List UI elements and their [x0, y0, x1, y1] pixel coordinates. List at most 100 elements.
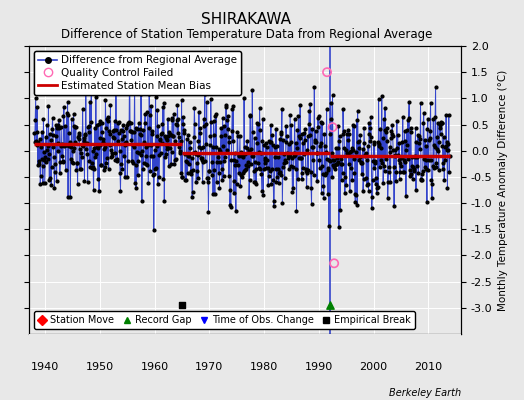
Point	[374, 138, 382, 145]
Point	[303, 146, 312, 153]
Point	[384, 179, 392, 185]
Point	[413, 154, 421, 160]
Point	[68, 159, 77, 165]
Point	[243, 145, 251, 151]
Point	[396, 160, 404, 166]
Point	[61, 167, 70, 173]
Point	[58, 140, 67, 147]
Point	[104, 114, 112, 120]
Point	[322, 170, 330, 176]
Point	[161, 135, 170, 141]
Point	[396, 169, 405, 175]
Point	[346, 187, 354, 194]
Point	[409, 167, 418, 174]
Point	[137, 91, 145, 97]
Point	[167, 149, 176, 156]
Point	[343, 131, 351, 137]
Point	[252, 165, 260, 172]
Point	[399, 169, 407, 175]
Point	[436, 124, 444, 131]
Point	[247, 146, 256, 152]
Point	[192, 150, 200, 157]
Point	[172, 120, 180, 127]
Point	[272, 126, 280, 132]
Point	[254, 160, 262, 166]
Point	[95, 142, 104, 148]
Point	[86, 99, 94, 106]
Point	[258, 137, 267, 144]
Point	[288, 154, 296, 161]
Point	[210, 166, 219, 173]
Point	[241, 167, 249, 173]
Point	[254, 120, 263, 127]
Point	[352, 149, 360, 155]
Point	[402, 193, 410, 200]
Point	[290, 116, 299, 122]
Point	[265, 138, 274, 145]
Point	[140, 120, 149, 127]
Point	[293, 176, 302, 182]
Point	[149, 227, 158, 233]
Point	[78, 154, 86, 160]
Point	[199, 179, 207, 185]
Point	[50, 154, 58, 160]
Point	[96, 161, 105, 168]
Point	[81, 131, 89, 138]
Point	[181, 176, 189, 183]
Point	[73, 160, 81, 166]
Point	[93, 144, 101, 150]
Point	[277, 128, 286, 135]
Point	[151, 166, 159, 172]
Point	[211, 190, 219, 197]
Point	[413, 132, 422, 138]
Point	[188, 155, 196, 162]
Point	[407, 170, 416, 177]
Point	[322, 106, 331, 112]
Point	[328, 150, 336, 156]
Point	[253, 140, 261, 146]
Point	[261, 160, 270, 166]
Point	[398, 138, 406, 145]
Point	[216, 133, 225, 139]
Point	[216, 147, 225, 154]
Point	[194, 138, 203, 144]
Point	[279, 136, 288, 143]
Point	[125, 53, 134, 60]
Point	[54, 148, 62, 154]
Point	[215, 146, 223, 152]
Point	[124, 158, 132, 164]
Point	[127, 128, 135, 134]
Point	[304, 132, 312, 139]
Point	[375, 141, 383, 148]
Point	[237, 172, 246, 178]
Point	[232, 208, 240, 214]
Point	[215, 184, 224, 191]
Point	[48, 164, 56, 170]
Point	[294, 133, 303, 140]
Point	[265, 173, 273, 179]
Point	[340, 145, 348, 151]
Point	[52, 178, 61, 184]
Point	[274, 154, 282, 161]
Point	[209, 190, 217, 197]
Point	[378, 135, 387, 141]
Point	[427, 100, 435, 106]
Point	[282, 123, 290, 129]
Point	[172, 122, 181, 128]
Point	[47, 182, 56, 188]
Point	[114, 119, 123, 126]
Point	[440, 134, 448, 140]
Point	[65, 130, 73, 136]
Point	[438, 143, 446, 149]
Point	[336, 161, 345, 167]
Point	[231, 150, 239, 156]
Point	[184, 153, 193, 159]
Point	[360, 125, 368, 131]
Point	[108, 150, 116, 156]
Point	[421, 166, 430, 172]
Point	[208, 158, 216, 165]
Point	[323, 191, 332, 197]
Point	[431, 144, 439, 150]
Point	[241, 144, 249, 150]
Point	[348, 122, 357, 128]
